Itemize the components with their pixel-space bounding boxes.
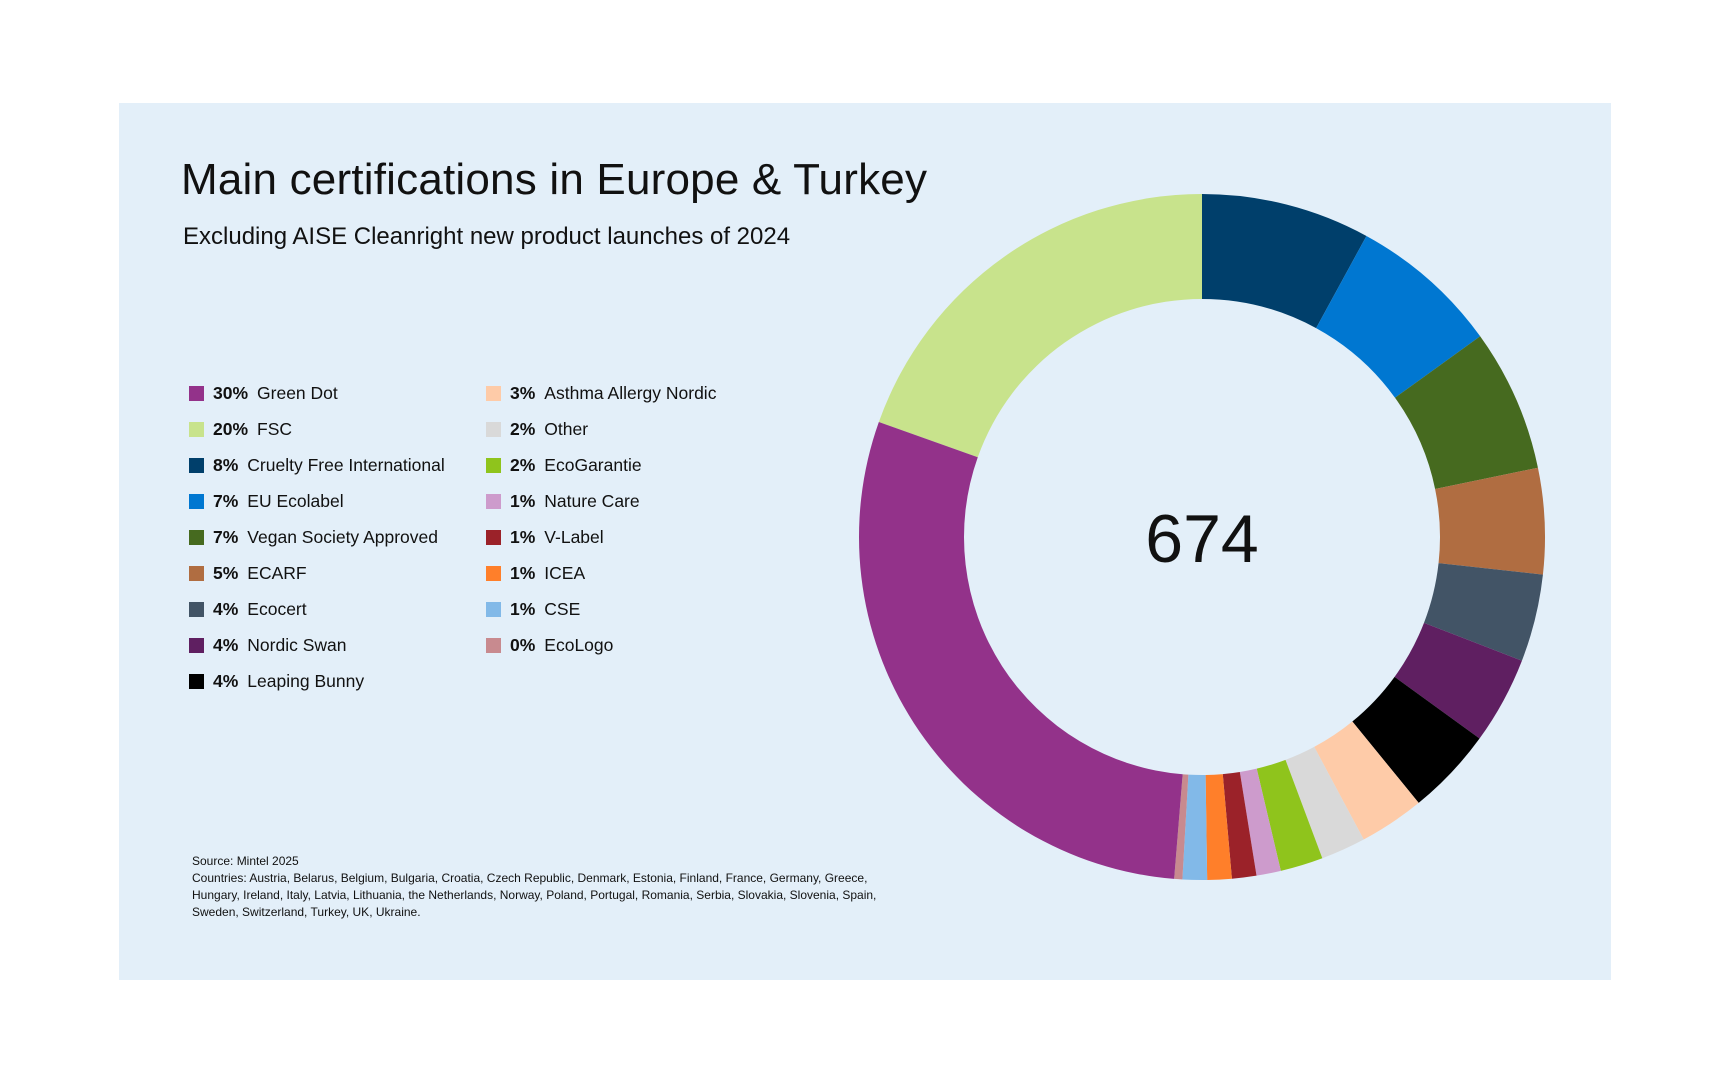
legend-swatch bbox=[189, 601, 204, 617]
legend-item: 7% EU Ecolabel bbox=[189, 483, 469, 519]
legend-swatch bbox=[486, 529, 501, 545]
legend-swatch bbox=[189, 529, 204, 545]
legend-swatch bbox=[486, 421, 501, 437]
legend-label: ICEA bbox=[544, 562, 586, 583]
legend-label: V-Label bbox=[544, 526, 604, 547]
legend-label: CSE bbox=[544, 598, 581, 619]
chart-title: Main certifications in Europe & Turkey bbox=[181, 155, 928, 204]
legend-swatch bbox=[486, 493, 501, 509]
legend-label: EcoLogo bbox=[544, 634, 614, 655]
legend-percent: 1% bbox=[510, 490, 536, 511]
legend-item: 1% ICEA bbox=[486, 555, 766, 591]
legend-item: 7% Vegan Society Approved bbox=[189, 519, 469, 555]
legend-column-1: 30% Green Dot 20% FSC 8% Cruelty Free Interna… bbox=[189, 375, 469, 699]
legend-percent: 1% bbox=[510, 598, 536, 619]
legend-item: 4% Nordic Swan bbox=[189, 627, 469, 663]
legend-swatch bbox=[189, 637, 204, 653]
legend-swatch bbox=[189, 421, 204, 437]
legend-percent: 2% bbox=[510, 454, 536, 475]
legend-percent: 7% bbox=[213, 526, 239, 547]
legend-label: Green Dot bbox=[257, 382, 338, 403]
legend-label: Ecocert bbox=[247, 598, 307, 619]
legend-label: EcoGarantie bbox=[544, 454, 642, 475]
legend-item: 0% EcoLogo bbox=[486, 627, 766, 663]
legend-label: ECARF bbox=[247, 562, 307, 583]
donut-slices bbox=[858, 194, 1545, 880]
legend-item: 1% CSE bbox=[486, 591, 766, 627]
legend-swatch bbox=[486, 565, 501, 581]
legend-column-2: 3% Asthma Allergy Nordic 2% Other 2% EcoGaran… bbox=[486, 375, 766, 663]
legend-swatch bbox=[486, 637, 501, 653]
legend-item: 2% EcoGarantie bbox=[486, 447, 766, 483]
legend-label: FSC bbox=[257, 418, 293, 439]
legend-item: 4% Leaping Bunny bbox=[189, 663, 469, 699]
donut-slice-nordic-swan bbox=[1394, 622, 1522, 739]
legend-swatch bbox=[486, 457, 501, 473]
legend-percent: 4% bbox=[213, 634, 239, 655]
legend-percent: 30% bbox=[213, 382, 249, 403]
legend-percent: 1% bbox=[510, 562, 536, 583]
legend-item: 4% Ecocert bbox=[189, 591, 469, 627]
legend-swatch bbox=[189, 673, 204, 689]
donut-slice-cse bbox=[1182, 774, 1208, 880]
legend-percent: 1% bbox=[510, 526, 536, 547]
legend-item: 30% Green Dot bbox=[189, 375, 469, 411]
chart-card: Main certifications in Europe & Turkey E… bbox=[119, 103, 1611, 980]
legend-swatch bbox=[486, 385, 501, 401]
legend-percent: 0% bbox=[510, 634, 536, 655]
legend-label: Nature Care bbox=[544, 490, 640, 511]
legend-item: 20% FSC bbox=[189, 411, 469, 447]
donut-slice-other bbox=[1285, 746, 1364, 859]
donut-slice-ecogarantie bbox=[1256, 759, 1323, 871]
donut-slice-cruelty-free-international bbox=[1202, 194, 1367, 329]
donut-slice-leaping-bunny bbox=[1352, 676, 1480, 803]
legend-percent: 2% bbox=[510, 418, 536, 439]
legend-item: 8% Cruelty Free International bbox=[189, 447, 469, 483]
donut-slice-v-label bbox=[1222, 771, 1257, 879]
legend-percent: 20% bbox=[213, 418, 249, 439]
legend-percent: 3% bbox=[510, 382, 536, 403]
legend-label: Nordic Swan bbox=[247, 634, 347, 655]
legend-percent: 5% bbox=[213, 562, 239, 583]
donut-slice-icea bbox=[1205, 774, 1232, 880]
legend-label: Asthma Allergy Nordic bbox=[544, 382, 717, 403]
donut-slice-ecologo bbox=[1174, 774, 1189, 880]
legend-swatch bbox=[189, 385, 204, 401]
donut-slice-vegan-society-approved bbox=[1395, 336, 1538, 489]
legend-swatch bbox=[189, 493, 204, 509]
legend-item: 2% Other bbox=[486, 411, 766, 447]
legend-label: EU Ecolabel bbox=[247, 490, 344, 511]
legend-label: Vegan Society Approved bbox=[247, 526, 438, 547]
legend-item: 1% V-Label bbox=[486, 519, 766, 555]
donut-slice-nature-care bbox=[1239, 768, 1281, 876]
donut-slice-asthma-allergy-nordic bbox=[1314, 721, 1419, 840]
donut-slice-fsc bbox=[878, 194, 1202, 458]
legend-label: Leaping Bunny bbox=[247, 670, 365, 691]
donut-slice-ecocert bbox=[1423, 563, 1543, 661]
legend-item: 5% ECARF bbox=[189, 555, 469, 591]
legend-percent: 4% bbox=[213, 670, 239, 691]
donut-slice-ecarf bbox=[1435, 467, 1545, 575]
legend-item: 3% Asthma Allergy Nordic bbox=[486, 375, 766, 411]
donut-slice-eu-ecolabel bbox=[1316, 235, 1481, 398]
source-note: Source: Mintel 2025 Countries: Austria, … bbox=[192, 853, 892, 921]
legend-percent: 7% bbox=[213, 490, 239, 511]
legend-swatch bbox=[189, 457, 204, 473]
legend-percent: 8% bbox=[213, 454, 239, 475]
legend-swatch bbox=[189, 565, 204, 581]
legend-label: Cruelty Free International bbox=[247, 454, 445, 475]
legend-item: 1% Nature Care bbox=[486, 483, 766, 519]
source-line: Source: Mintel 2025 bbox=[192, 854, 299, 868]
countries-line: Countries: Austria, Belarus, Belgium, Bu… bbox=[192, 871, 877, 919]
legend-label: Other bbox=[544, 418, 589, 439]
legend-swatch bbox=[486, 601, 501, 617]
legend-percent: 4% bbox=[213, 598, 239, 619]
donut-slice-green-dot bbox=[858, 422, 1183, 879]
chart-subtitle: Excluding AISE Cleanright new product la… bbox=[183, 223, 791, 250]
donut-center-total: 674 bbox=[1145, 501, 1258, 577]
donut-chart: 674 bbox=[858, 194, 1545, 880]
